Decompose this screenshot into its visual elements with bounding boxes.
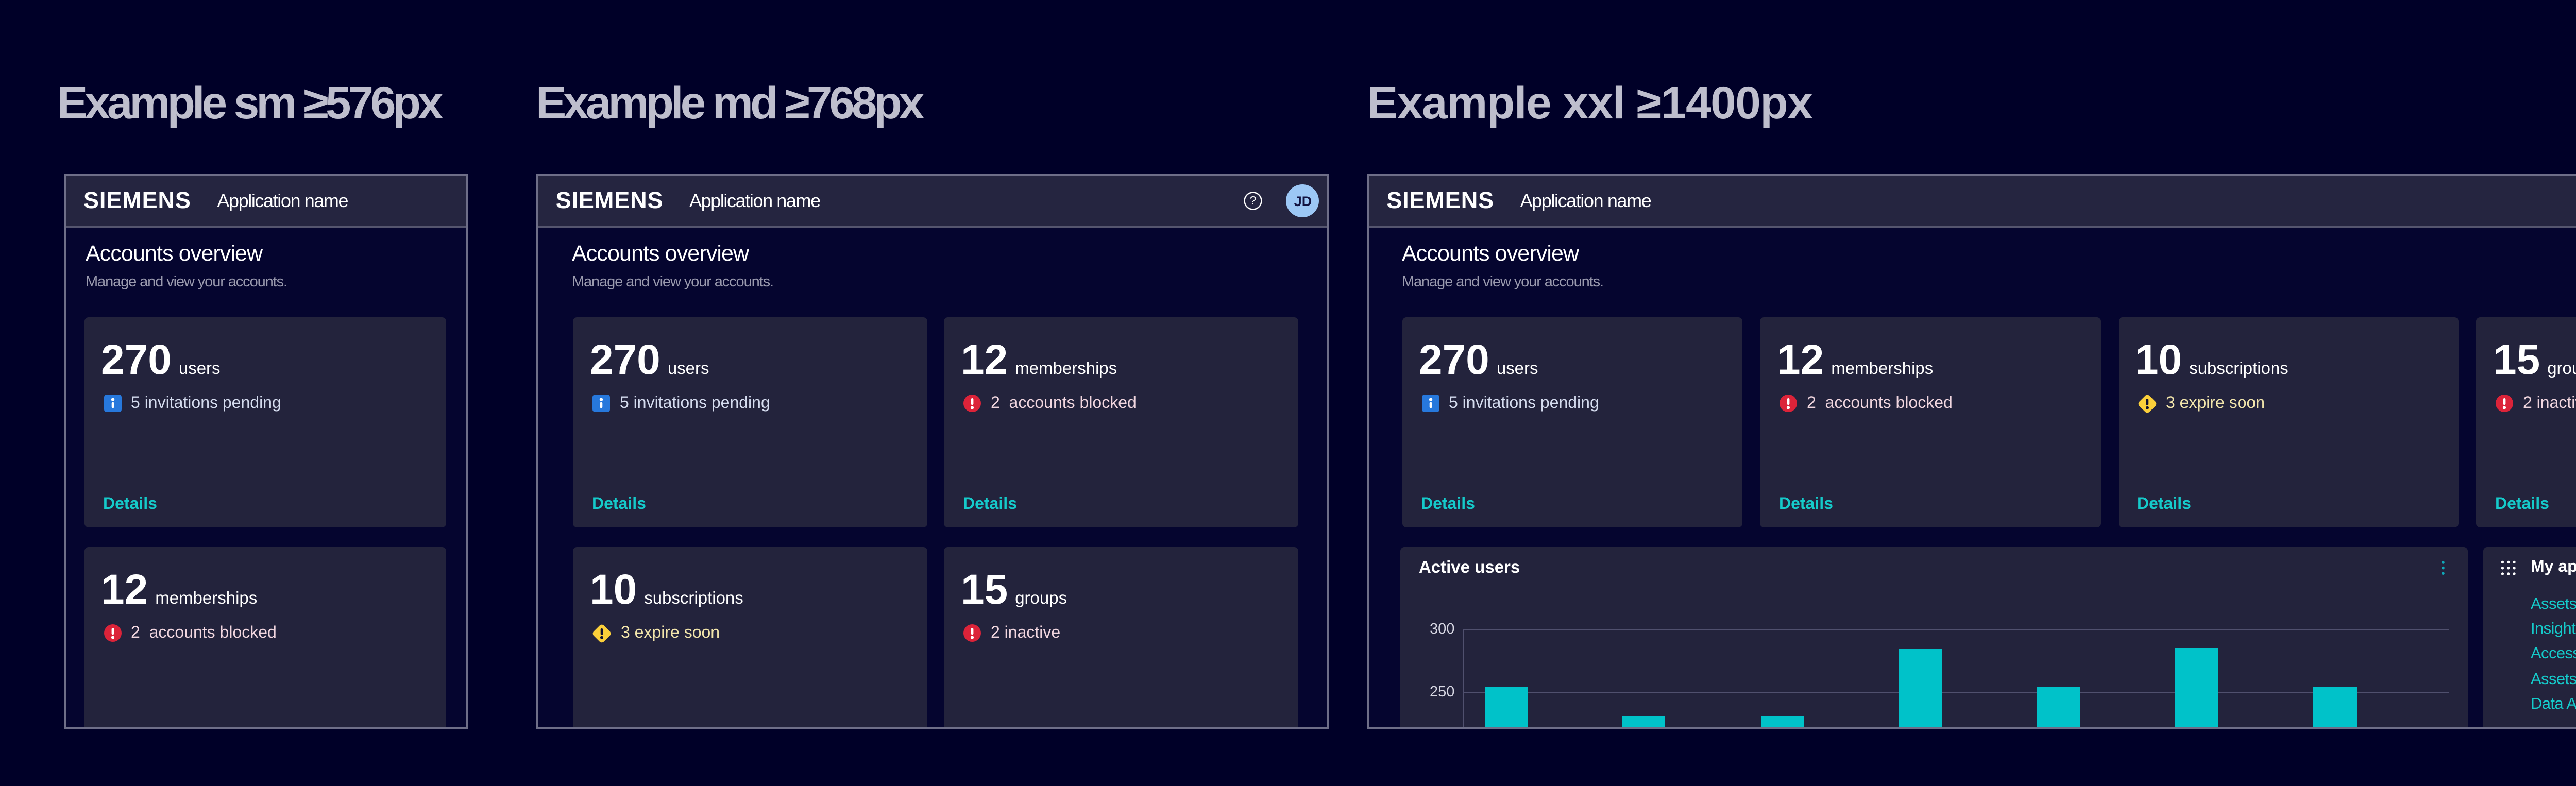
svg-text:?: ?: [1250, 194, 1257, 207]
